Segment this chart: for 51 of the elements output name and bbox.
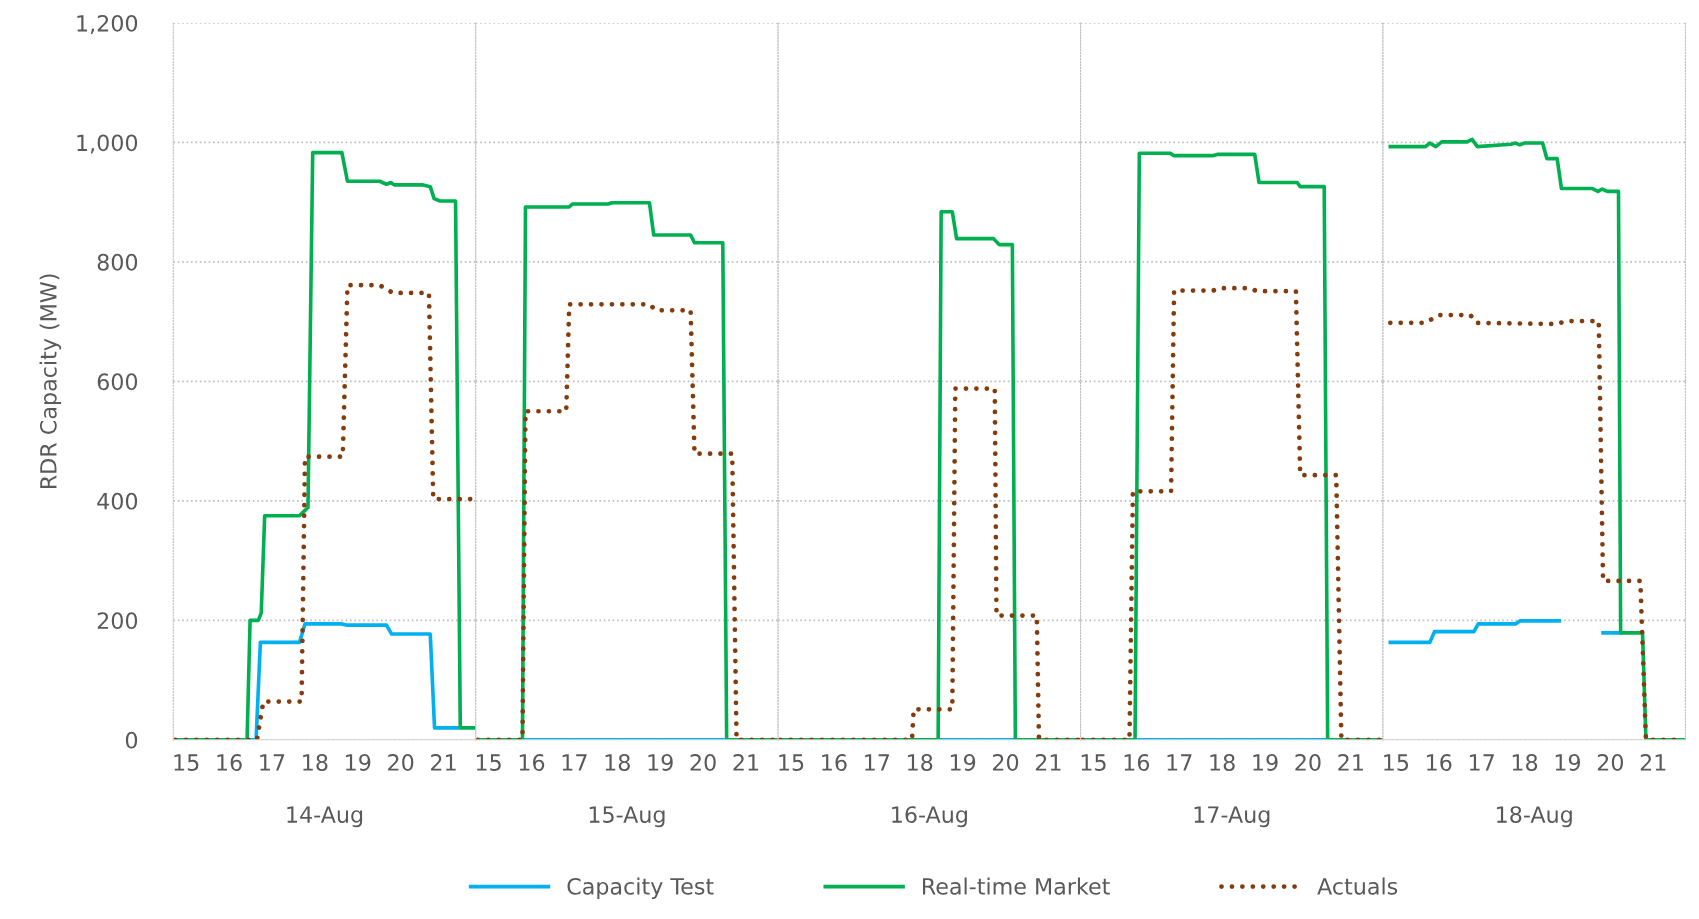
y-tick-label: 1,000 <box>77 134 138 154</box>
x-tick-label: 17 <box>865 754 890 771</box>
legend-label: Actuals <box>1317 877 1398 895</box>
x-tick-label: 17 <box>1469 754 1494 771</box>
x-tick-label: 20 <box>1295 754 1321 771</box>
x-tick-label: 19 <box>648 754 673 771</box>
x-tick-label: 20 <box>690 754 716 771</box>
x-tick-label: 21 <box>733 754 759 771</box>
x-tick-label: 20 <box>1597 754 1623 771</box>
x-tick-label: 15 <box>174 754 199 771</box>
x-axis-title: 18-Aug <box>1497 806 1572 828</box>
x-tick-label: 16 <box>519 754 545 771</box>
x-tick-label: 15 <box>1081 754 1106 771</box>
y-tick-label: 1,200 <box>77 14 138 34</box>
x-tick-label: 15 <box>1384 754 1409 771</box>
x-tick-label: 19 <box>1555 754 1581 771</box>
x-tick-label: 21 <box>1035 754 1061 771</box>
legend-label: Real-time Market <box>923 877 1110 895</box>
x-tick-label: 16 <box>822 754 847 771</box>
x-tick-label: 19 <box>950 754 976 771</box>
x-tick-label: 19 <box>1253 754 1278 771</box>
x-tick-label: 18 <box>908 754 933 771</box>
x-tick-label: 18 <box>1512 754 1538 771</box>
x-tick-label: 17 <box>260 754 285 771</box>
x-tick-label: 18 <box>605 754 630 771</box>
y-tick-label: 600 <box>97 373 138 391</box>
x-tick-label: 17 <box>1167 754 1192 771</box>
x-tick-label: 20 <box>992 754 1019 771</box>
x-axis-title: 16-Aug <box>892 806 967 828</box>
x-axis-title: 17-Aug <box>1194 806 1270 828</box>
x-tick-label: 21 <box>1338 754 1363 771</box>
y-tick-label: 400 <box>97 492 138 510</box>
x-tick-label: 15 <box>779 754 804 771</box>
x-tick-label: 18 <box>1210 754 1235 771</box>
legend-label: Capacity Test <box>567 877 714 899</box>
y-tick-label: 200 <box>97 612 138 630</box>
x-tick-label: 17 <box>562 754 587 771</box>
y-axis-title: RDR Capacity (MW) <box>39 274 62 489</box>
x-tick-label: 16 <box>1124 754 1150 771</box>
x-tick-label: 16 <box>217 754 242 771</box>
x-tick-label: 21 <box>431 754 456 771</box>
y-tick-label: 800 <box>97 253 138 271</box>
x-axis-title: 14-Aug <box>287 806 363 828</box>
x-tick-label: 19 <box>346 754 371 771</box>
x-tick-label: 20 <box>388 754 414 771</box>
x-tick-label: 18 <box>303 754 328 771</box>
y-tick-label: 0 <box>125 731 138 749</box>
x-axis-title: 15-Aug <box>589 806 665 828</box>
x-tick-label: 21 <box>1640 754 1666 771</box>
x-tick-label: 16 <box>1427 754 1452 771</box>
x-tick-label: 15 <box>476 754 501 771</box>
